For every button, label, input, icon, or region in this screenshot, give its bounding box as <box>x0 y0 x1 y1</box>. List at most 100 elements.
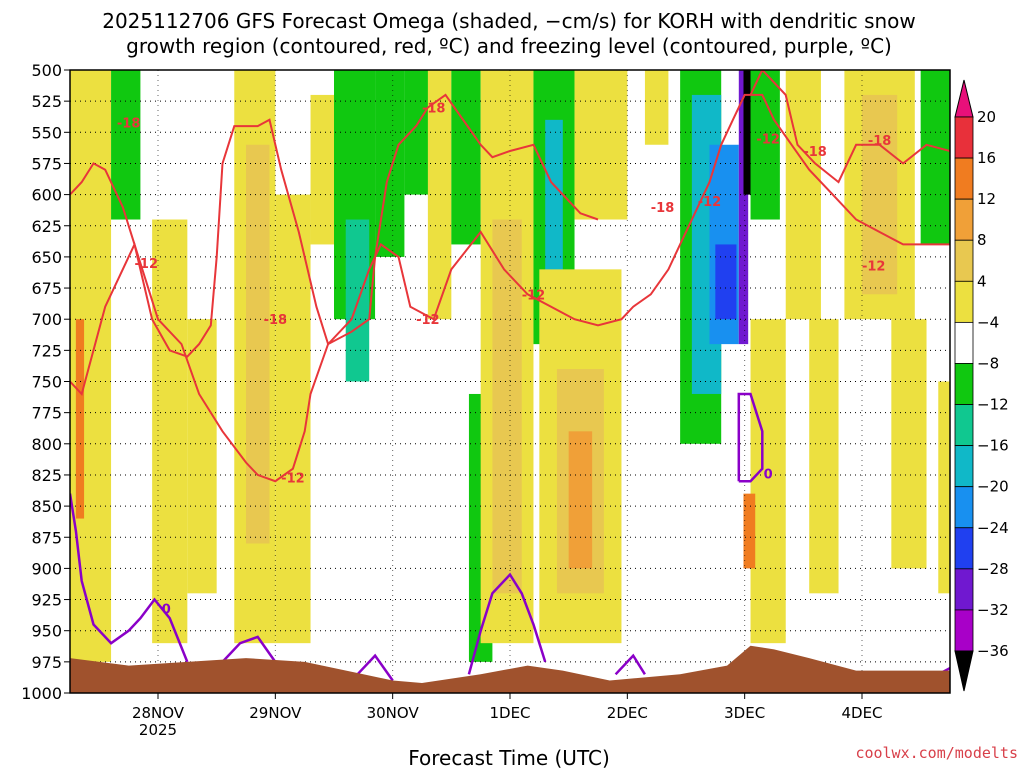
colorbar-label-2: 12 <box>977 190 996 208</box>
x-tick-label-28NOV: 28NOV <box>132 704 185 722</box>
y-tick-label-500: 500 <box>31 61 62 80</box>
red-contour-label-7: -18 <box>651 201 675 216</box>
colorbar-bottom-arrow <box>954 650 974 692</box>
x-tick-label-4DEC: 4DEC <box>841 704 882 722</box>
y-tick-label-1000: 1000 <box>21 684 62 703</box>
y-tick-label-925: 925 <box>31 591 62 610</box>
omega-cell-30 <box>743 70 753 195</box>
y-tick-label-725: 725 <box>31 341 62 360</box>
colorbar-swatch-1 <box>954 157 974 200</box>
omega-cell-17 <box>492 219 522 594</box>
dendritic-growth-contours: -18 -12 -18 -12 -18 -12 -12 -18 -12 -12 -18 -18 -12 <box>70 70 950 486</box>
omega-cell-23 <box>574 70 628 220</box>
colorbar-swatch-11 <box>954 568 974 611</box>
colorbar-swatch-5 <box>954 321 974 364</box>
colorbar-label-3: 8 <box>977 231 987 249</box>
colorbar-top-arrow <box>954 79 974 118</box>
y-tick-label-550: 550 <box>31 123 62 142</box>
omega-cell-28 <box>715 244 737 320</box>
y-tick-label-900: 900 <box>31 559 62 578</box>
x-tick-label-1DEC: 1DEC <box>489 704 530 722</box>
y-tick-label-750: 750 <box>31 373 62 392</box>
y-tick-label-600: 600 <box>31 186 62 205</box>
omega-cell-29 <box>738 70 749 345</box>
omega-cell-38 <box>891 319 927 569</box>
omega-cell-6 <box>246 144 270 544</box>
y-axis: 500 525 550 575 600 625 650 675 700 725 750 775 800 8… <box>21 61 70 703</box>
colorbar: 20 16 12 8 4 −4 −8 −12 −16 −20 −24 −28 −32 −36 <box>954 79 1009 692</box>
colorbar-label-10: −24 <box>977 519 1009 537</box>
purple-contour-5 <box>737 392 764 483</box>
x-tick-label-30NOV: 30NOV <box>367 704 420 722</box>
omega-cell-4 <box>187 319 217 594</box>
red-contour-label-9: -12 <box>756 133 780 148</box>
y-tick-label-825: 825 <box>31 466 62 485</box>
red-contour-label-12: -12 <box>862 260 886 275</box>
red-contour-label-8: -12 <box>698 195 722 210</box>
colorbar-label-7: −12 <box>977 396 1009 414</box>
gridlines <box>70 70 950 693</box>
purple-contour-4 <box>614 653 646 676</box>
y-tick-label-975: 975 <box>31 653 62 672</box>
y-tick-label-575: 575 <box>31 154 62 173</box>
colorbar-label-13: −36 <box>977 642 1009 660</box>
purple-contour-3 <box>467 572 547 675</box>
omega-cell-33 <box>743 493 756 569</box>
colorbar-swatch-12 <box>954 609 974 652</box>
colorbar-label-5: −4 <box>977 313 999 331</box>
colorbar-swatch-10 <box>954 527 974 570</box>
chart-title-line2: growth region (contoured, red, ºC) and f… <box>126 34 892 58</box>
omega-cell-32 <box>750 319 786 644</box>
y-tick-label-525: 525 <box>31 92 62 111</box>
y-tick-label-625: 625 <box>31 217 62 236</box>
red-contour-label-11: -18 <box>868 134 892 149</box>
colorbar-label-0: 20 <box>977 108 996 126</box>
purple-contour-0 <box>70 493 189 663</box>
chart-title-line1: 2025112706 GFS Forecast Omega (shaded, −… <box>102 9 916 33</box>
omega-cell-2 <box>111 70 141 220</box>
purple-contour-1 <box>221 635 277 663</box>
colorbar-swatch-8 <box>954 445 974 488</box>
terrain-fill <box>70 645 950 693</box>
colorbar-label-4: 4 <box>977 272 987 290</box>
omega-cell-35 <box>809 319 839 594</box>
omega-cell-24 <box>644 70 669 145</box>
red-contour-label-1: -12 <box>135 257 159 272</box>
omega-cell-7 <box>275 194 311 644</box>
y-tick-label-875: 875 <box>31 528 62 547</box>
red-contour-label-4: -18 <box>422 101 446 116</box>
x-tick-label-29NOV: 29NOV <box>249 704 302 722</box>
y-tick-label-800: 800 <box>31 435 62 454</box>
credit-text: coolwx.com/modelts <box>855 744 1018 762</box>
colorbar-swatch-6 <box>954 363 974 405</box>
y-tick-label-950: 950 <box>31 622 62 641</box>
plot-area: -18-12-18-12-18-12-12-18 -12-12-18-18-12 … <box>69 69 951 694</box>
red-contour-2 <box>749 70 950 184</box>
colorbar-label-9: −20 <box>977 478 1009 496</box>
omega-cell-14 <box>451 70 481 245</box>
colorbar-swatch-0 <box>954 116 974 159</box>
colorbar-label-11: −28 <box>977 560 1009 578</box>
red-contour-label-2: -18 <box>264 313 288 328</box>
purple-contour-label-1: 0 <box>764 468 773 483</box>
red-contour-label-3: -12 <box>281 471 305 486</box>
red-contour-1 <box>70 93 950 483</box>
y-tick-label-675: 675 <box>31 279 62 298</box>
omega-cell-8 <box>310 94 334 245</box>
colorbar-label-1: 16 <box>977 149 996 167</box>
omega-cell-3 <box>152 219 188 644</box>
x-tick-label-2DEC: 2DEC <box>607 704 648 722</box>
colorbar-swatch-3 <box>954 239 974 282</box>
red-contour-0 <box>70 93 599 358</box>
omega-cell-22 <box>568 431 593 569</box>
y-tick-label-775: 775 <box>31 404 62 423</box>
purple-contour-2 <box>356 653 394 682</box>
colorbar-label-8: −16 <box>977 437 1009 455</box>
omega-cell-39 <box>920 70 950 245</box>
y-tick-label-650: 650 <box>31 248 62 267</box>
colorbar-label-12: −32 <box>977 601 1009 619</box>
omega-cell-1 <box>75 319 85 519</box>
x-tick-label-3DEC: 3DEC <box>724 704 765 722</box>
